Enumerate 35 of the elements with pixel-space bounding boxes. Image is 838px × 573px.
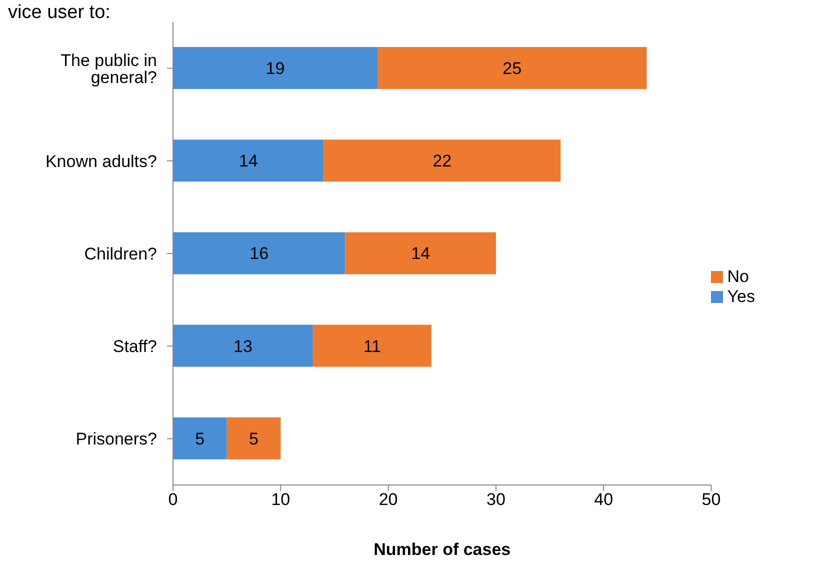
bar: [173, 417, 227, 460]
y-tick-label: The public in general?: [60, 50, 157, 87]
data-label: 14: [411, 244, 430, 264]
legend-label: No: [727, 266, 749, 286]
data-label: 25: [502, 59, 522, 78]
data-label: 16: [250, 244, 269, 264]
bar: [378, 47, 647, 89]
bar: [226, 417, 281, 460]
chart-title: vice user to:: [8, 2, 110, 24]
x-tick-label: 50: [702, 490, 721, 510]
x-tick-label: 40: [594, 490, 614, 510]
data-label: 13: [234, 336, 252, 356]
data-label: 11: [363, 336, 381, 356]
bar: [173, 47, 378, 89]
legend-label: Yes: [727, 286, 755, 306]
y-tick-label: Children?: [84, 244, 157, 264]
bar: [312, 324, 432, 367]
x-tick-label: 20: [378, 490, 398, 510]
x-tick-label: 10: [271, 490, 290, 510]
bar: [324, 140, 561, 182]
bar: [345, 232, 496, 274]
y-tick-label: Staff?: [112, 337, 157, 356]
data-label: 22: [432, 152, 452, 171]
y-tick-label: Known adults?: [45, 152, 157, 171]
bar: [173, 324, 313, 367]
bar: [173, 140, 324, 182]
bar: [173, 232, 346, 274]
data-label: 19: [266, 59, 285, 78]
x-tick-label: 0: [168, 490, 178, 510]
x-axis-title: Number of cases: [374, 540, 511, 559]
data-label: 14: [238, 152, 258, 171]
x-tick-label: 30: [486, 490, 506, 510]
data-label: 5: [195, 429, 205, 448]
data-label: 5: [249, 429, 258, 448]
y-tick-label: Prisoners?: [76, 430, 157, 449]
